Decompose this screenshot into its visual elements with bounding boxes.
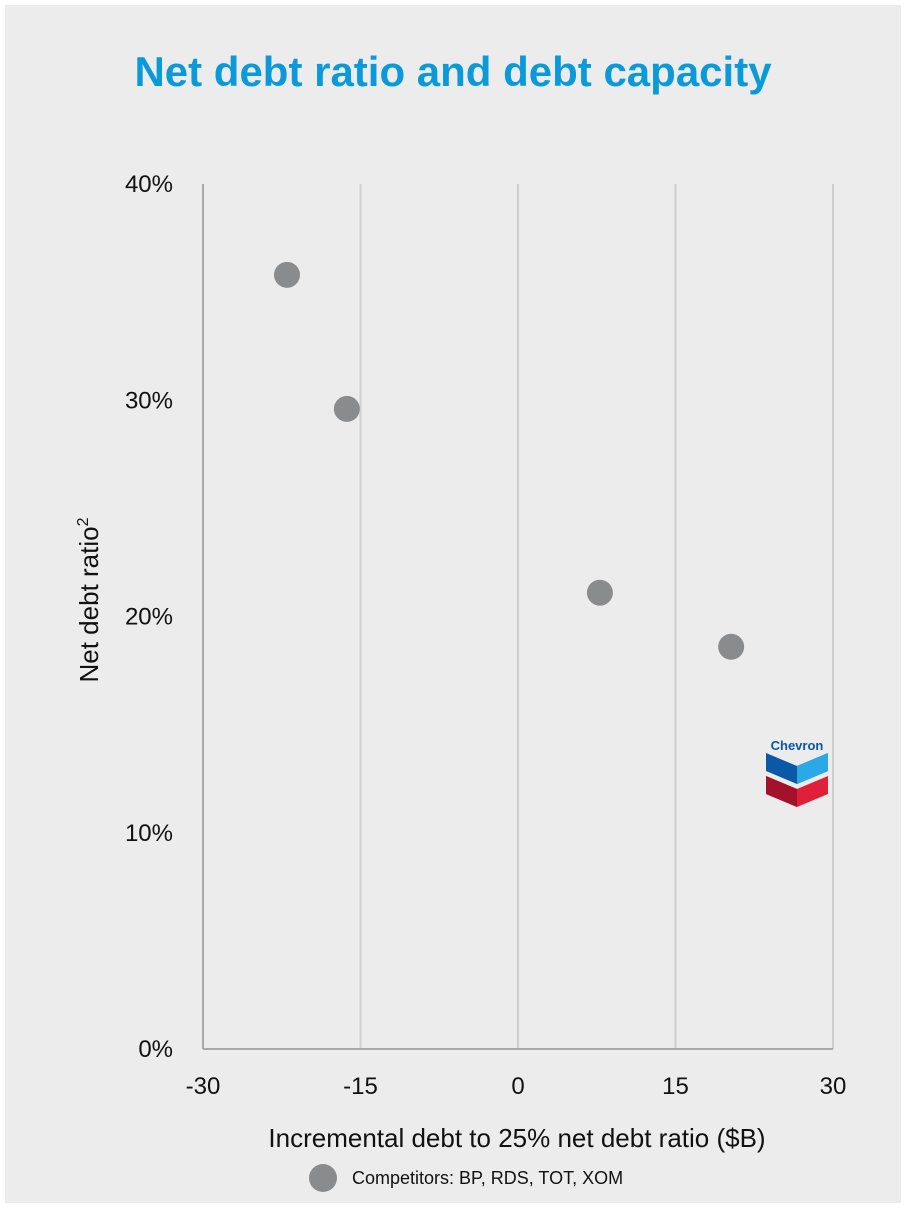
y-tick-label: 0% [138, 1036, 173, 1063]
data-point [274, 261, 300, 288]
y-axis-title-superscript: 2 [75, 517, 92, 526]
data-point [718, 633, 745, 660]
y-tick-label: 30% [125, 387, 173, 414]
x-tick-label: -15 [343, 1073, 378, 1100]
chart-panel [5, 5, 901, 1203]
legend-marker [309, 1164, 337, 1192]
y-tick-label: 10% [125, 820, 173, 847]
y-tick-label: 20% [125, 604, 173, 631]
y-axis-title-text: Net debt ratio [74, 526, 104, 682]
data-points [274, 261, 745, 660]
y-axis-title: Net debt ratio2 [74, 517, 104, 682]
data-point [333, 395, 360, 422]
y-tick-labels: 0% 10% 20% 30% 40% [125, 171, 173, 1063]
legend: Competitors: BP, RDS, TOT, XOM [309, 1164, 623, 1192]
chevron-logo-wordmark: Chevron [771, 738, 824, 753]
x-tick-label: 15 [662, 1073, 689, 1100]
chart-title: Net debt ratio and debt capacity [134, 48, 772, 95]
gridlines [359, 184, 834, 1049]
chevron-logo-dark-red-band [766, 776, 797, 807]
axes [202, 184, 833, 1050]
x-axis-title: Incremental debt to 25% net debt ratio (… [268, 1123, 765, 1153]
x-tick-label: 0 [511, 1073, 524, 1100]
x-tick-labels: -30 -15 0 15 30 [186, 1073, 847, 1100]
x-tick-label: -30 [186, 1073, 221, 1100]
data-point [586, 579, 613, 606]
chevron-logo-icon: Chevron [766, 738, 828, 807]
chevron-logo-light-blue-band [797, 753, 828, 784]
legend-label: Competitors: BP, RDS, TOT, XOM [352, 1168, 623, 1188]
x-tick-label: 30 [820, 1073, 847, 1100]
y-tick-label: 40% [125, 171, 173, 198]
